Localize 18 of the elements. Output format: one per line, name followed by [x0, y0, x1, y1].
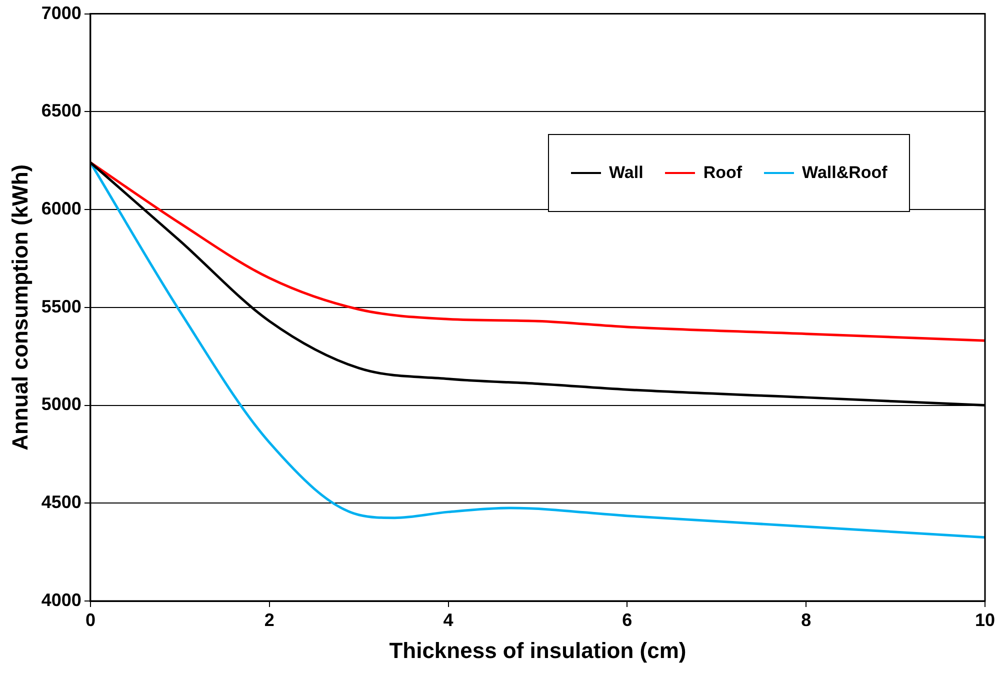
x-tick-label: 2	[264, 610, 274, 630]
x-tick-label: 4	[443, 610, 454, 630]
y-tick-label: 5500	[41, 296, 82, 316]
y-tick-label: 6000	[41, 198, 82, 218]
y-tick-label: 7000	[41, 2, 82, 23]
y-tick-label: 4500	[41, 492, 82, 512]
y-axis-title: Annual consumption (kWh)	[7, 164, 32, 450]
y-tick-label: 4000	[41, 590, 82, 610]
legend-label: Wall	[609, 162, 644, 183]
x-axis-title: Thickness of insulation (cm)	[389, 638, 686, 663]
y-tick-label: 5000	[41, 394, 82, 414]
x-tick-label: 6	[622, 610, 632, 630]
legend-label: Wall&Roof	[802, 162, 888, 183]
x-tick-label: 0	[85, 610, 96, 630]
legend-label: Roof	[703, 162, 742, 183]
x-tick-label: 8	[801, 610, 812, 630]
x-tick-label: 10	[974, 610, 996, 630]
y-tick-label: 6500	[41, 100, 82, 121]
